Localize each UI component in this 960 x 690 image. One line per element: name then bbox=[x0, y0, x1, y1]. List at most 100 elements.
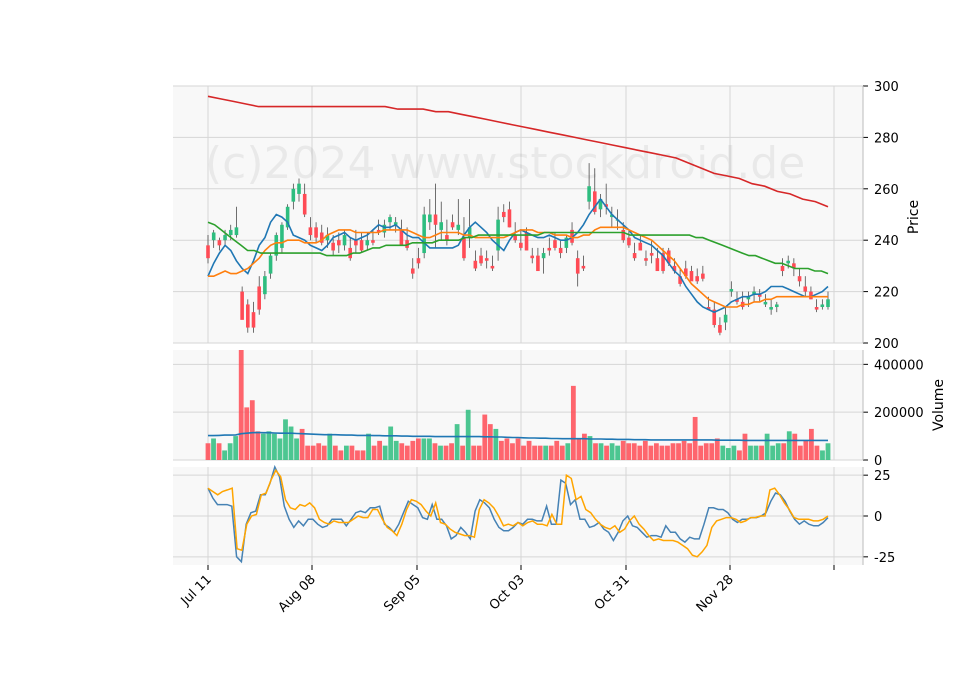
oscillator-tick-label: 0 bbox=[874, 510, 882, 525]
volume-bar bbox=[582, 433, 587, 460]
candle-body bbox=[541, 253, 546, 259]
volume-bar bbox=[460, 445, 466, 460]
candle-body bbox=[456, 224, 461, 230]
volume-bar bbox=[498, 440, 504, 460]
price-tick-label: 220 bbox=[874, 286, 899, 301]
volume-bar bbox=[748, 445, 753, 460]
candle-body bbox=[490, 265, 495, 269]
candle-body bbox=[416, 258, 421, 264]
candle-body bbox=[240, 291, 244, 320]
volume-bar bbox=[371, 445, 377, 460]
candle-body bbox=[547, 247, 552, 251]
volume-bar bbox=[665, 445, 670, 460]
oscillator-lines bbox=[207, 464, 829, 564]
candle-body bbox=[445, 235, 449, 241]
price-tick-label: 200 bbox=[874, 337, 899, 352]
volume-bar bbox=[255, 431, 261, 460]
volume-bar bbox=[737, 450, 742, 460]
candle-body bbox=[780, 265, 785, 272]
volume-bar bbox=[427, 438, 432, 460]
volume-tick-label: 400000 bbox=[874, 358, 924, 373]
volume-bar bbox=[570, 385, 576, 460]
oscillator-tick-label: 25 bbox=[874, 469, 891, 484]
candle-body bbox=[422, 214, 426, 254]
volume-bar bbox=[465, 409, 471, 460]
price-tick-label: 280 bbox=[874, 131, 899, 146]
volume-bar bbox=[432, 443, 438, 460]
price-tick-label: 240 bbox=[874, 234, 899, 249]
volume-bar bbox=[305, 445, 311, 460]
candle-body bbox=[246, 304, 250, 328]
volume-bar bbox=[205, 443, 211, 460]
candle-body bbox=[348, 247, 353, 259]
candle-body bbox=[644, 258, 648, 261]
volume-tick-label: 200000 bbox=[874, 406, 924, 421]
volume-bar bbox=[820, 450, 825, 460]
volume-bar bbox=[283, 419, 288, 460]
candle-body bbox=[757, 294, 762, 297]
candle-body bbox=[587, 186, 591, 202]
candle-body bbox=[314, 227, 318, 238]
candle-body bbox=[308, 227, 313, 236]
volume-bar bbox=[587, 436, 593, 460]
candle-body bbox=[359, 240, 364, 251]
candle-body bbox=[718, 325, 722, 333]
candle-body bbox=[223, 235, 227, 241]
volume-bar bbox=[471, 445, 477, 460]
candle-body bbox=[206, 245, 210, 259]
volume-bar bbox=[703, 443, 709, 460]
candle-body bbox=[621, 229, 626, 241]
x-tick-label: Oct 03 bbox=[487, 572, 528, 613]
candle-body bbox=[462, 237, 466, 259]
candle-body bbox=[769, 307, 773, 310]
x-tick-label: Oct 31 bbox=[592, 572, 633, 613]
volume-bar bbox=[797, 445, 803, 460]
volume-bar bbox=[781, 443, 787, 460]
candle-body bbox=[655, 258, 660, 272]
candle-body bbox=[826, 299, 830, 308]
candle-body bbox=[638, 242, 643, 251]
volume-bar bbox=[648, 445, 654, 460]
candle-body bbox=[803, 286, 808, 292]
volume-bar bbox=[222, 450, 228, 460]
candle-body bbox=[695, 276, 699, 282]
x-tick-label: Jul 11 bbox=[178, 572, 215, 609]
ma-slow-line bbox=[207, 221, 829, 275]
volume-bar bbox=[338, 450, 344, 460]
candle-body bbox=[280, 224, 284, 248]
candle-body bbox=[558, 247, 563, 254]
volume-bar bbox=[631, 443, 637, 460]
volume-bar bbox=[526, 440, 532, 460]
volume-bar bbox=[410, 440, 416, 460]
candle-body bbox=[302, 193, 307, 215]
volume-bar bbox=[609, 443, 615, 460]
volume-bar bbox=[692, 416, 698, 460]
candle-body bbox=[575, 258, 580, 274]
candle-body bbox=[513, 235, 517, 241]
candle-body bbox=[325, 235, 330, 241]
volume-bar bbox=[393, 440, 399, 460]
candle-body bbox=[285, 206, 290, 228]
watermark: (c)2024 www.stockdroid.de bbox=[205, 138, 805, 189]
volume-bar bbox=[786, 431, 792, 460]
candle-body bbox=[814, 307, 819, 310]
volume-bar bbox=[770, 445, 776, 460]
volume-bar bbox=[266, 431, 272, 460]
volume-bar bbox=[653, 443, 659, 460]
volume-bar bbox=[299, 428, 305, 460]
candle-body bbox=[439, 222, 444, 230]
candle-body bbox=[610, 214, 614, 218]
volume-bar bbox=[454, 424, 460, 460]
volume-bar bbox=[355, 450, 360, 460]
volume-bar bbox=[537, 445, 543, 460]
volume-bar bbox=[366, 433, 371, 460]
volume-bar bbox=[565, 443, 571, 460]
volume-bar bbox=[775, 443, 781, 460]
x-tick-label: Sep 05 bbox=[381, 572, 424, 615]
candle-body bbox=[376, 229, 381, 233]
volume-bar bbox=[211, 438, 216, 460]
volume-bar bbox=[316, 443, 322, 460]
candle-body bbox=[809, 291, 813, 300]
price-candles bbox=[206, 163, 830, 336]
volume-bar bbox=[676, 443, 681, 460]
